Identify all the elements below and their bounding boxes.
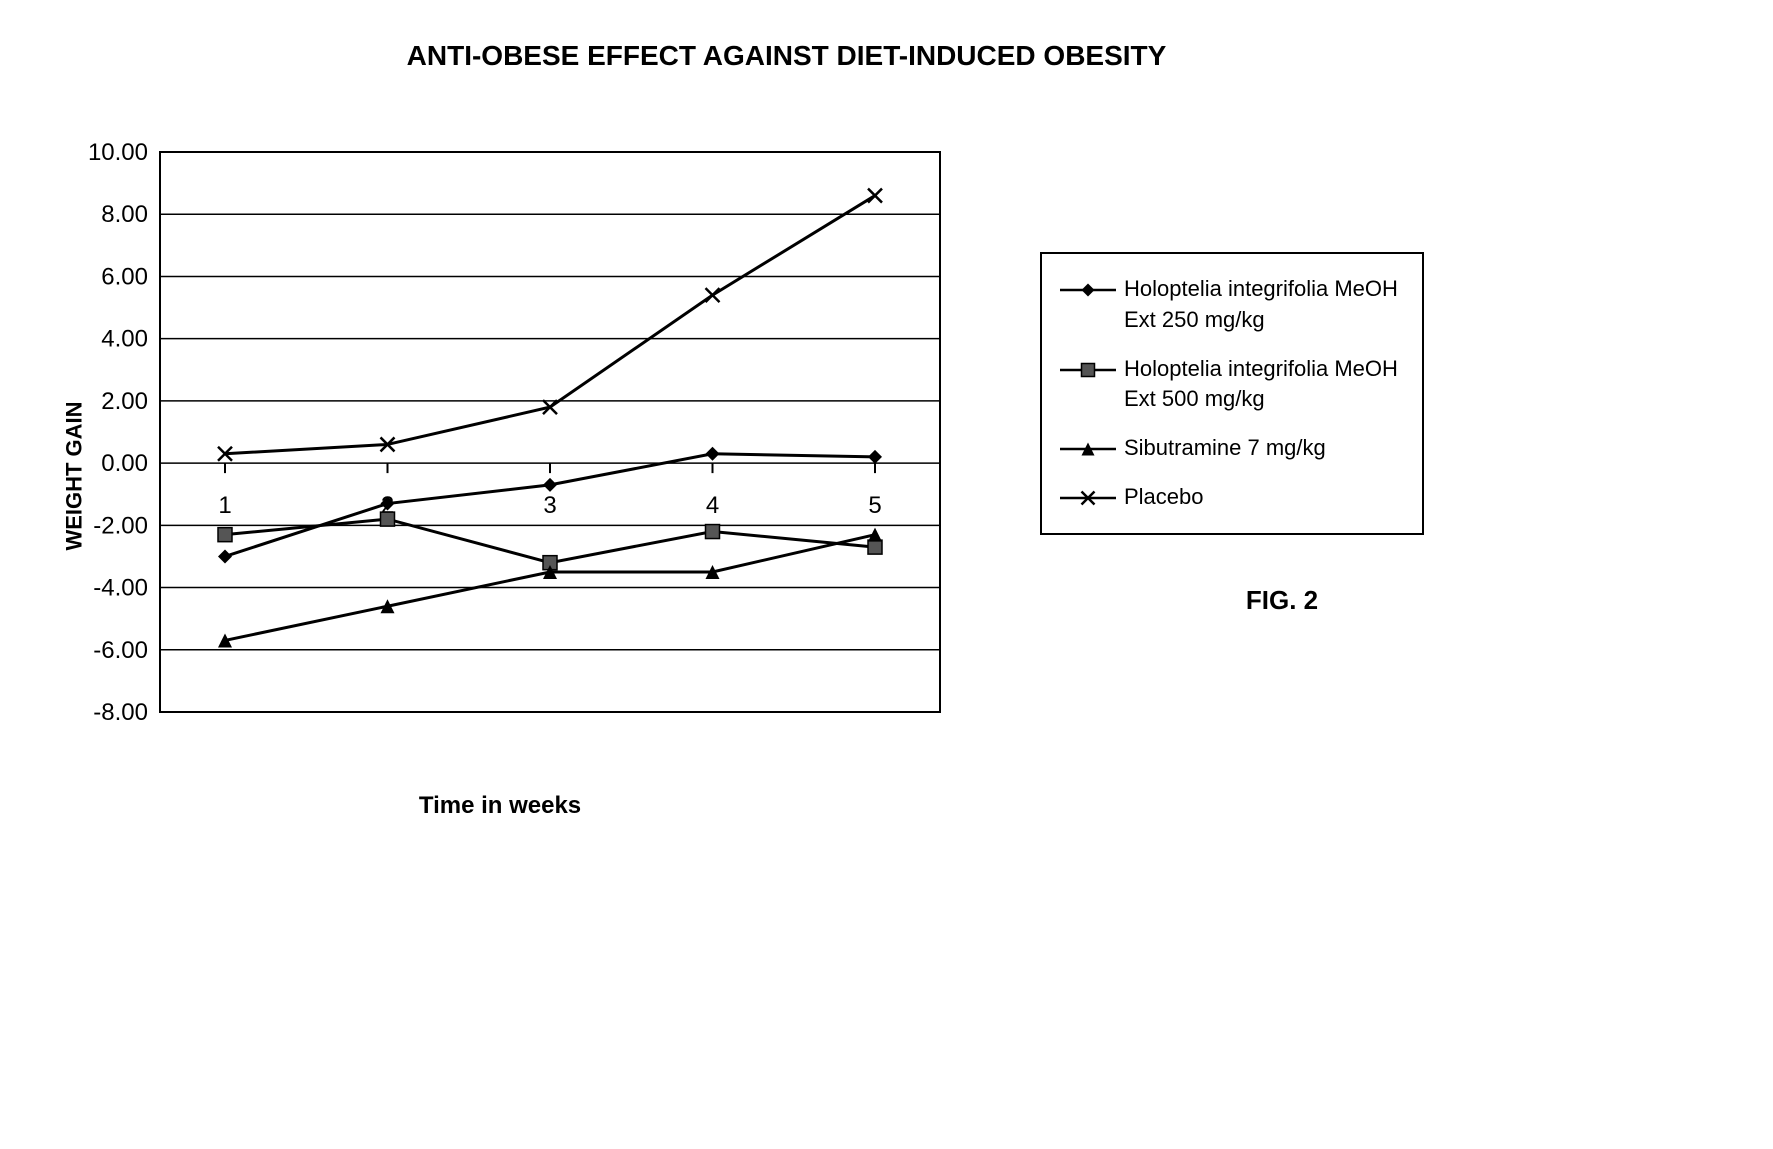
chart-box: WEIGHT GAIN -8.00 -6.00 -4.00 -2.00 0.00 2.00…: [40, 132, 960, 820]
svg-text:4.00: 4.00: [101, 326, 148, 353]
figure-number: FIG. 2: [1140, 585, 1424, 616]
svg-text:10.00: 10.00: [88, 139, 148, 166]
legend-and-fig: Holoptelia integrifolia MeOH Ext 250 mg/…: [1040, 132, 1424, 616]
legend-marker-icon: [1060, 486, 1116, 510]
svg-text:-8.00: -8.00: [93, 699, 148, 726]
svg-text:1: 1: [218, 492, 231, 519]
svg-text:0.00: 0.00: [101, 450, 148, 477]
legend-marker-icon: [1060, 278, 1116, 302]
legend-marker-icon: [1060, 358, 1116, 382]
svg-text:8.00: 8.00: [101, 201, 148, 228]
legend-label: Holoptelia integrifolia MeOH Ext 500 mg/…: [1124, 354, 1404, 416]
figure-container: ANTI-OBESE EFFECT AGAINST DIET-INDUCED O…: [40, 40, 1733, 1109]
legend-label: Sibutramine 7 mg/kg: [1124, 433, 1326, 464]
legend-item: Holoptelia integrifolia MeOH Ext 250 mg/…: [1060, 274, 1404, 336]
chart-area: WEIGHT GAIN -8.00 -6.00 -4.00 -2.00 0.00 2.00…: [40, 132, 1733, 820]
legend-item: Holoptelia integrifolia MeOH Ext 500 mg/…: [1060, 354, 1404, 416]
y-axis-label: WEIGHT GAIN: [62, 401, 88, 550]
svg-text:3: 3: [543, 492, 556, 519]
legend-label: Holoptelia integrifolia MeOH Ext 250 mg/…: [1124, 274, 1404, 336]
svg-text:-2.00: -2.00: [93, 512, 148, 539]
legend-item: Placebo: [1060, 482, 1404, 513]
svg-text:6.00: 6.00: [101, 263, 148, 290]
legend-item: Sibutramine 7 mg/kg: [1060, 433, 1404, 464]
legend-label: Placebo: [1124, 482, 1204, 513]
svg-text:5: 5: [868, 492, 881, 519]
svg-text:-4.00: -4.00: [93, 575, 148, 602]
legend-marker-icon: [1060, 437, 1116, 461]
line-chart: -8.00 -6.00 -4.00 -2.00 0.00 2.00 4.00 6.00 8.00…: [40, 132, 960, 752]
svg-text:-6.00: -6.00: [93, 637, 148, 664]
svg-text:2.00: 2.00: [101, 388, 148, 415]
legend: Holoptelia integrifolia MeOH Ext 250 mg/…: [1040, 252, 1424, 535]
x-axis-label: Time in weeks: [40, 792, 960, 820]
svg-text:4: 4: [706, 492, 719, 519]
chart-title: ANTI-OBESE EFFECT AGAINST DIET-INDUCED O…: [0, 40, 1733, 72]
